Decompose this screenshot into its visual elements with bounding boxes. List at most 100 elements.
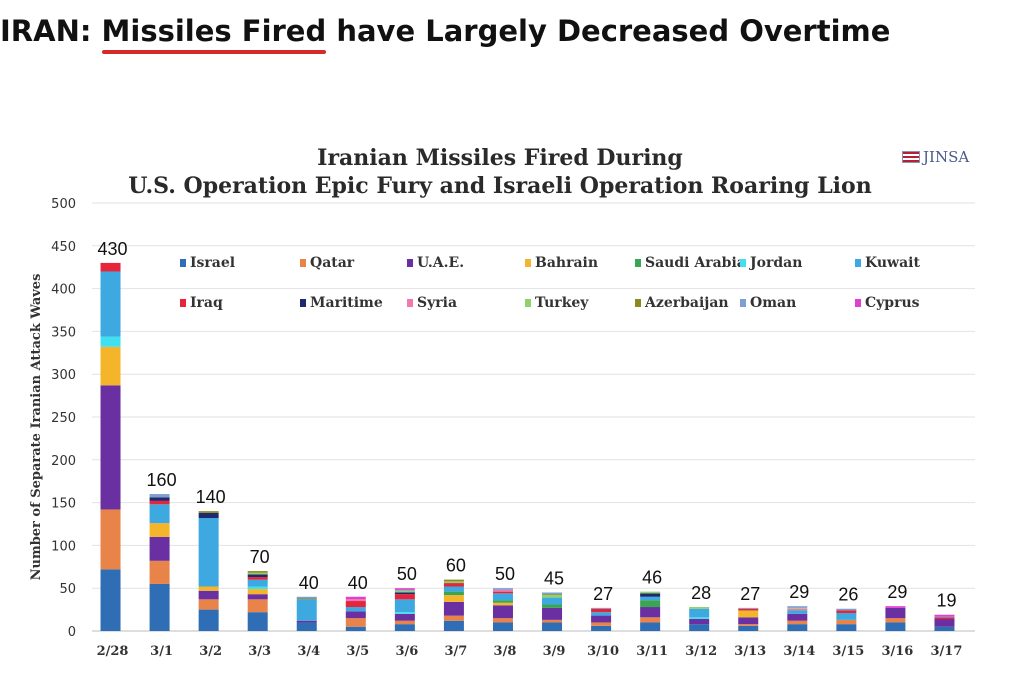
legend-label: Iraq [190,295,223,311]
bar-segment-oman [149,494,170,498]
bar-segment-kuwait [492,593,513,601]
bar-total-label: 60 [446,556,466,576]
bar-segment-qatar [836,619,857,625]
legend-swatch [525,299,531,307]
bar-segment-azerbaijan [296,598,317,600]
x-tick-label: 3/11 [636,644,668,659]
bar-segment-jordan [100,336,121,347]
bar-segment-israel [247,612,268,631]
bar-segment-u-a-e- [542,607,563,620]
bar-segment-kuwait [640,596,661,601]
bar-segment-qatar [443,615,464,621]
y-tick-label: 400 [51,283,76,298]
bar-segment-israel [787,624,808,631]
bar-segment-bahrain [149,523,170,537]
x-tick-label: 3/8 [494,644,517,659]
bar-segment-bahrain [247,589,268,595]
bar-segment-oman [787,606,808,608]
bar-segment-u-a-e- [198,590,219,600]
bar-total-label: 19 [936,591,956,611]
flag-icon [902,151,920,163]
bar-segment-iraq [492,591,513,594]
x-tick-label: 3/12 [685,644,717,659]
bar-segment-u-a-e- [492,605,513,619]
legend-swatch [740,259,746,267]
legend-item: Saudi Arabia [635,255,746,271]
bar-segment-oman [296,596,317,599]
bar-segment-u-a-e- [247,594,268,600]
bar-segment-israel [443,620,464,631]
y-tick-label: 450 [51,240,76,255]
legend-swatch [740,299,746,307]
legend-item: Israel [180,255,235,271]
bar-segment-saudi-arabia [492,600,513,603]
bar-segment-kuwait [149,504,170,524]
y-tick-label: 300 [51,368,76,383]
bar-segment-bahrain [443,595,464,602]
x-tick-label: 3/17 [931,644,963,659]
bar-total-label: 29 [789,582,809,602]
bar-segment-turkey [394,590,415,593]
bar-segment-saudi-arabia [443,591,464,596]
bar-segment-qatar [738,624,759,626]
bar-segment-israel [492,622,513,631]
bar-segment-qatar [492,618,513,623]
bar-segment-bahrain [738,610,759,618]
source-logo: JINSA [902,148,969,166]
headline-suffix: have Largely Decreased Overtime [326,14,891,48]
legend-item: Azerbaijan [635,295,729,311]
legend-item: Turkey [525,295,588,311]
bar-segment-kuwait [296,599,317,621]
bar-segment-israel [591,625,612,631]
bar-segment-qatar [591,622,612,626]
bar-segment-kuwait [787,610,808,614]
legend-swatch [855,299,861,307]
source-label: JINSA [923,148,970,166]
bar-segment-u-a-e- [100,385,121,510]
bar-segment-iraq [836,610,857,614]
bar-total-label: 27 [740,584,760,604]
bar-segment-kuwait [247,579,268,587]
legend-item: Kuwait [855,255,920,271]
bar-segment-u-a-e- [296,620,317,623]
x-tick-label: 3/5 [346,644,369,659]
bar-segment-kuwait [198,518,219,587]
legend-item: U.A.E. [407,255,464,271]
bar-segment-bahrain [100,346,121,386]
legend-item: Jordan [740,255,802,271]
bar-segment-oman [394,589,415,591]
bar-segment-u-a-e- [149,536,170,561]
y-tick-label: 50 [59,582,76,597]
bar-segment-u-a-e- [934,619,955,627]
bar-segment-israel [885,622,906,631]
bar-segment-syria [787,608,808,611]
bar-segment-qatar [345,618,366,627]
bar-segment-u-a-e- [738,617,759,625]
legend-label: Qatar [310,255,355,271]
x-tick-label: 3/16 [881,644,913,659]
bar-total-label: 28 [691,583,711,603]
y-axis-label: Number of Separate Iranian Attack Waves [29,274,44,581]
bar-segment-kuwait [345,607,366,612]
legend-swatch [855,259,861,267]
bar-segment-turkey [640,591,661,594]
bar-segment-kuwait [394,599,415,613]
bar-segment-azerbaijan [443,579,464,582]
x-tick-label: 3/4 [297,644,320,659]
legend-label: Bahrain [535,255,599,271]
bar-segment-turkey [443,581,464,584]
y-tick-label: 350 [51,325,76,340]
bar-total-label: 430 [98,239,128,259]
bar-segment-israel [689,624,710,631]
bar-segment-maritime [247,574,268,578]
x-tick-label: 3/9 [543,644,566,659]
bar-segment-qatar [640,617,661,623]
x-tick-label: 3/6 [395,644,418,659]
bar-segment-u-a-e- [394,613,415,621]
bar-segment-israel [542,622,563,631]
legend-item: Bahrain [525,255,598,271]
bar-segment-maritime [198,512,219,519]
bar-segment-kuwait [542,597,563,605]
bar-segment-u-a-e- [640,607,661,618]
